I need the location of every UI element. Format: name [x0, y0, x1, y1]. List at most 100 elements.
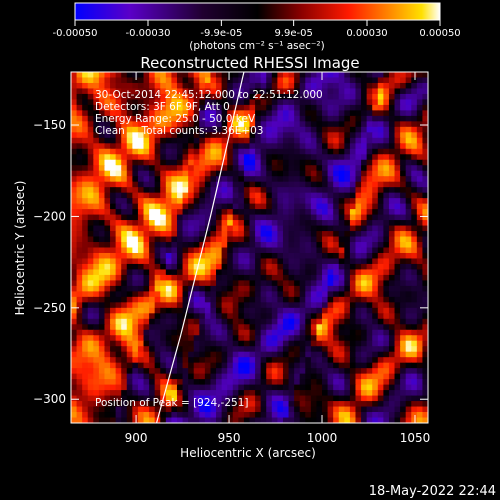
heatmap-cell	[132, 110, 139, 117]
heatmap-cell	[344, 170, 351, 177]
heatmap-cell	[383, 291, 390, 298]
heatmap-cell	[171, 318, 178, 325]
heatmap-cell	[411, 176, 418, 183]
heatmap-cell	[171, 285, 178, 292]
heatmap-cell	[322, 390, 329, 397]
heatmap-cell	[199, 274, 206, 281]
heatmap-cell	[182, 285, 189, 292]
heatmap-cell	[361, 395, 368, 402]
heatmap-cell	[266, 357, 273, 364]
heatmap-cell	[327, 192, 334, 199]
heatmap-cell	[137, 296, 145, 303]
heatmap-cell	[322, 148, 329, 155]
heatmap-cell	[110, 335, 117, 342]
heatmap-cell	[366, 247, 373, 254]
heatmap-cell	[255, 302, 262, 309]
heatmap-cell	[383, 159, 390, 166]
heatmap-cell	[383, 269, 390, 276]
heatmap-cell	[349, 291, 357, 298]
heatmap-cell	[282, 362, 290, 369]
annotation-energy: Energy Range: 25.0 - 50.0 keV	[95, 113, 256, 125]
heatmap-cell	[288, 417, 295, 423]
heatmap-cell	[110, 88, 117, 95]
heatmap-cell	[204, 209, 212, 216]
heatmap-cell	[132, 401, 139, 408]
heatmap-cell	[132, 72, 139, 79]
heatmap-cell	[316, 137, 323, 144]
heatmap-cell	[110, 110, 117, 117]
heatmap-cell	[216, 187, 223, 194]
heatmap-cell	[282, 291, 290, 298]
heatmap-cell	[232, 165, 239, 172]
heatmap-cell	[221, 176, 228, 183]
heatmap-cell	[232, 296, 239, 303]
heatmap-cell	[176, 143, 184, 150]
heatmap-cell	[82, 99, 89, 106]
heatmap-cell	[238, 110, 245, 117]
heatmap-cell	[282, 220, 290, 227]
heatmap-cell	[154, 176, 161, 183]
heatmap-cell	[182, 252, 189, 260]
heatmap-cell	[87, 307, 94, 314]
heatmap-cell	[372, 291, 379, 298]
heatmap-cell	[271, 401, 278, 408]
heatmap-cell	[216, 285, 223, 292]
heatmap-cell	[400, 137, 407, 144]
heatmap-cell	[104, 280, 111, 287]
heatmap-cell	[310, 132, 318, 139]
heatmap-cell	[361, 126, 368, 133]
heatmap-cell	[160, 258, 167, 265]
heatmap-cell	[344, 236, 351, 243]
heatmap-cell	[266, 143, 273, 150]
heatmap-cell	[282, 329, 290, 336]
heatmap-cell	[361, 401, 368, 408]
heatmap-cell	[98, 291, 106, 298]
heatmap-cell	[193, 373, 200, 380]
heatmap-cell	[299, 214, 306, 221]
heatmap-cell	[154, 159, 161, 166]
heatmap-cell	[299, 417, 306, 423]
heatmap-cell	[87, 335, 94, 342]
heatmap-cell	[266, 242, 273, 249]
heatmap-cell	[132, 181, 139, 188]
heatmap-cell	[176, 192, 184, 199]
heatmap-cell	[71, 368, 78, 375]
heatmap-cell	[288, 236, 295, 243]
heatmap-cell	[316, 346, 323, 353]
heatmap-cell	[255, 285, 262, 292]
heatmap-cell	[171, 209, 178, 216]
heatmap-cell	[82, 231, 89, 238]
heatmap-cell	[372, 258, 379, 265]
heatmap-cell	[176, 137, 184, 144]
heatmap-cell	[277, 340, 284, 347]
heatmap-cell	[333, 225, 340, 232]
heatmap-cell	[182, 368, 189, 375]
heatmap-cell	[193, 390, 200, 397]
heatmap-cell	[132, 412, 139, 419]
heatmap-cell	[154, 126, 161, 133]
heatmap-cell	[76, 104, 83, 111]
heatmap-cell	[193, 181, 200, 188]
heatmap-cell	[204, 187, 212, 194]
heatmap-cell	[271, 154, 278, 161]
heatmap-cell	[416, 115, 424, 122]
heatmap-cell	[121, 379, 128, 386]
heatmap-cell	[87, 247, 94, 254]
heatmap-cell	[243, 214, 251, 221]
heatmap-cell	[98, 214, 106, 221]
heatmap-cell	[383, 406, 390, 413]
heatmap-cell	[149, 181, 156, 188]
heatmap-cell	[271, 313, 278, 320]
heatmap-cell	[154, 384, 161, 391]
heatmap-cell	[98, 357, 106, 364]
heatmap-cell	[394, 209, 401, 216]
heatmap-cell	[416, 357, 424, 364]
heatmap-cell	[361, 132, 368, 139]
heatmap-cell	[344, 187, 351, 194]
heatmap-cell	[377, 346, 384, 353]
heatmap-cell	[182, 77, 189, 84]
heatmap-cell	[383, 313, 390, 320]
heatmap-cell	[305, 417, 312, 423]
heatmap-cell	[137, 220, 145, 227]
heatmap-cell	[288, 296, 295, 303]
